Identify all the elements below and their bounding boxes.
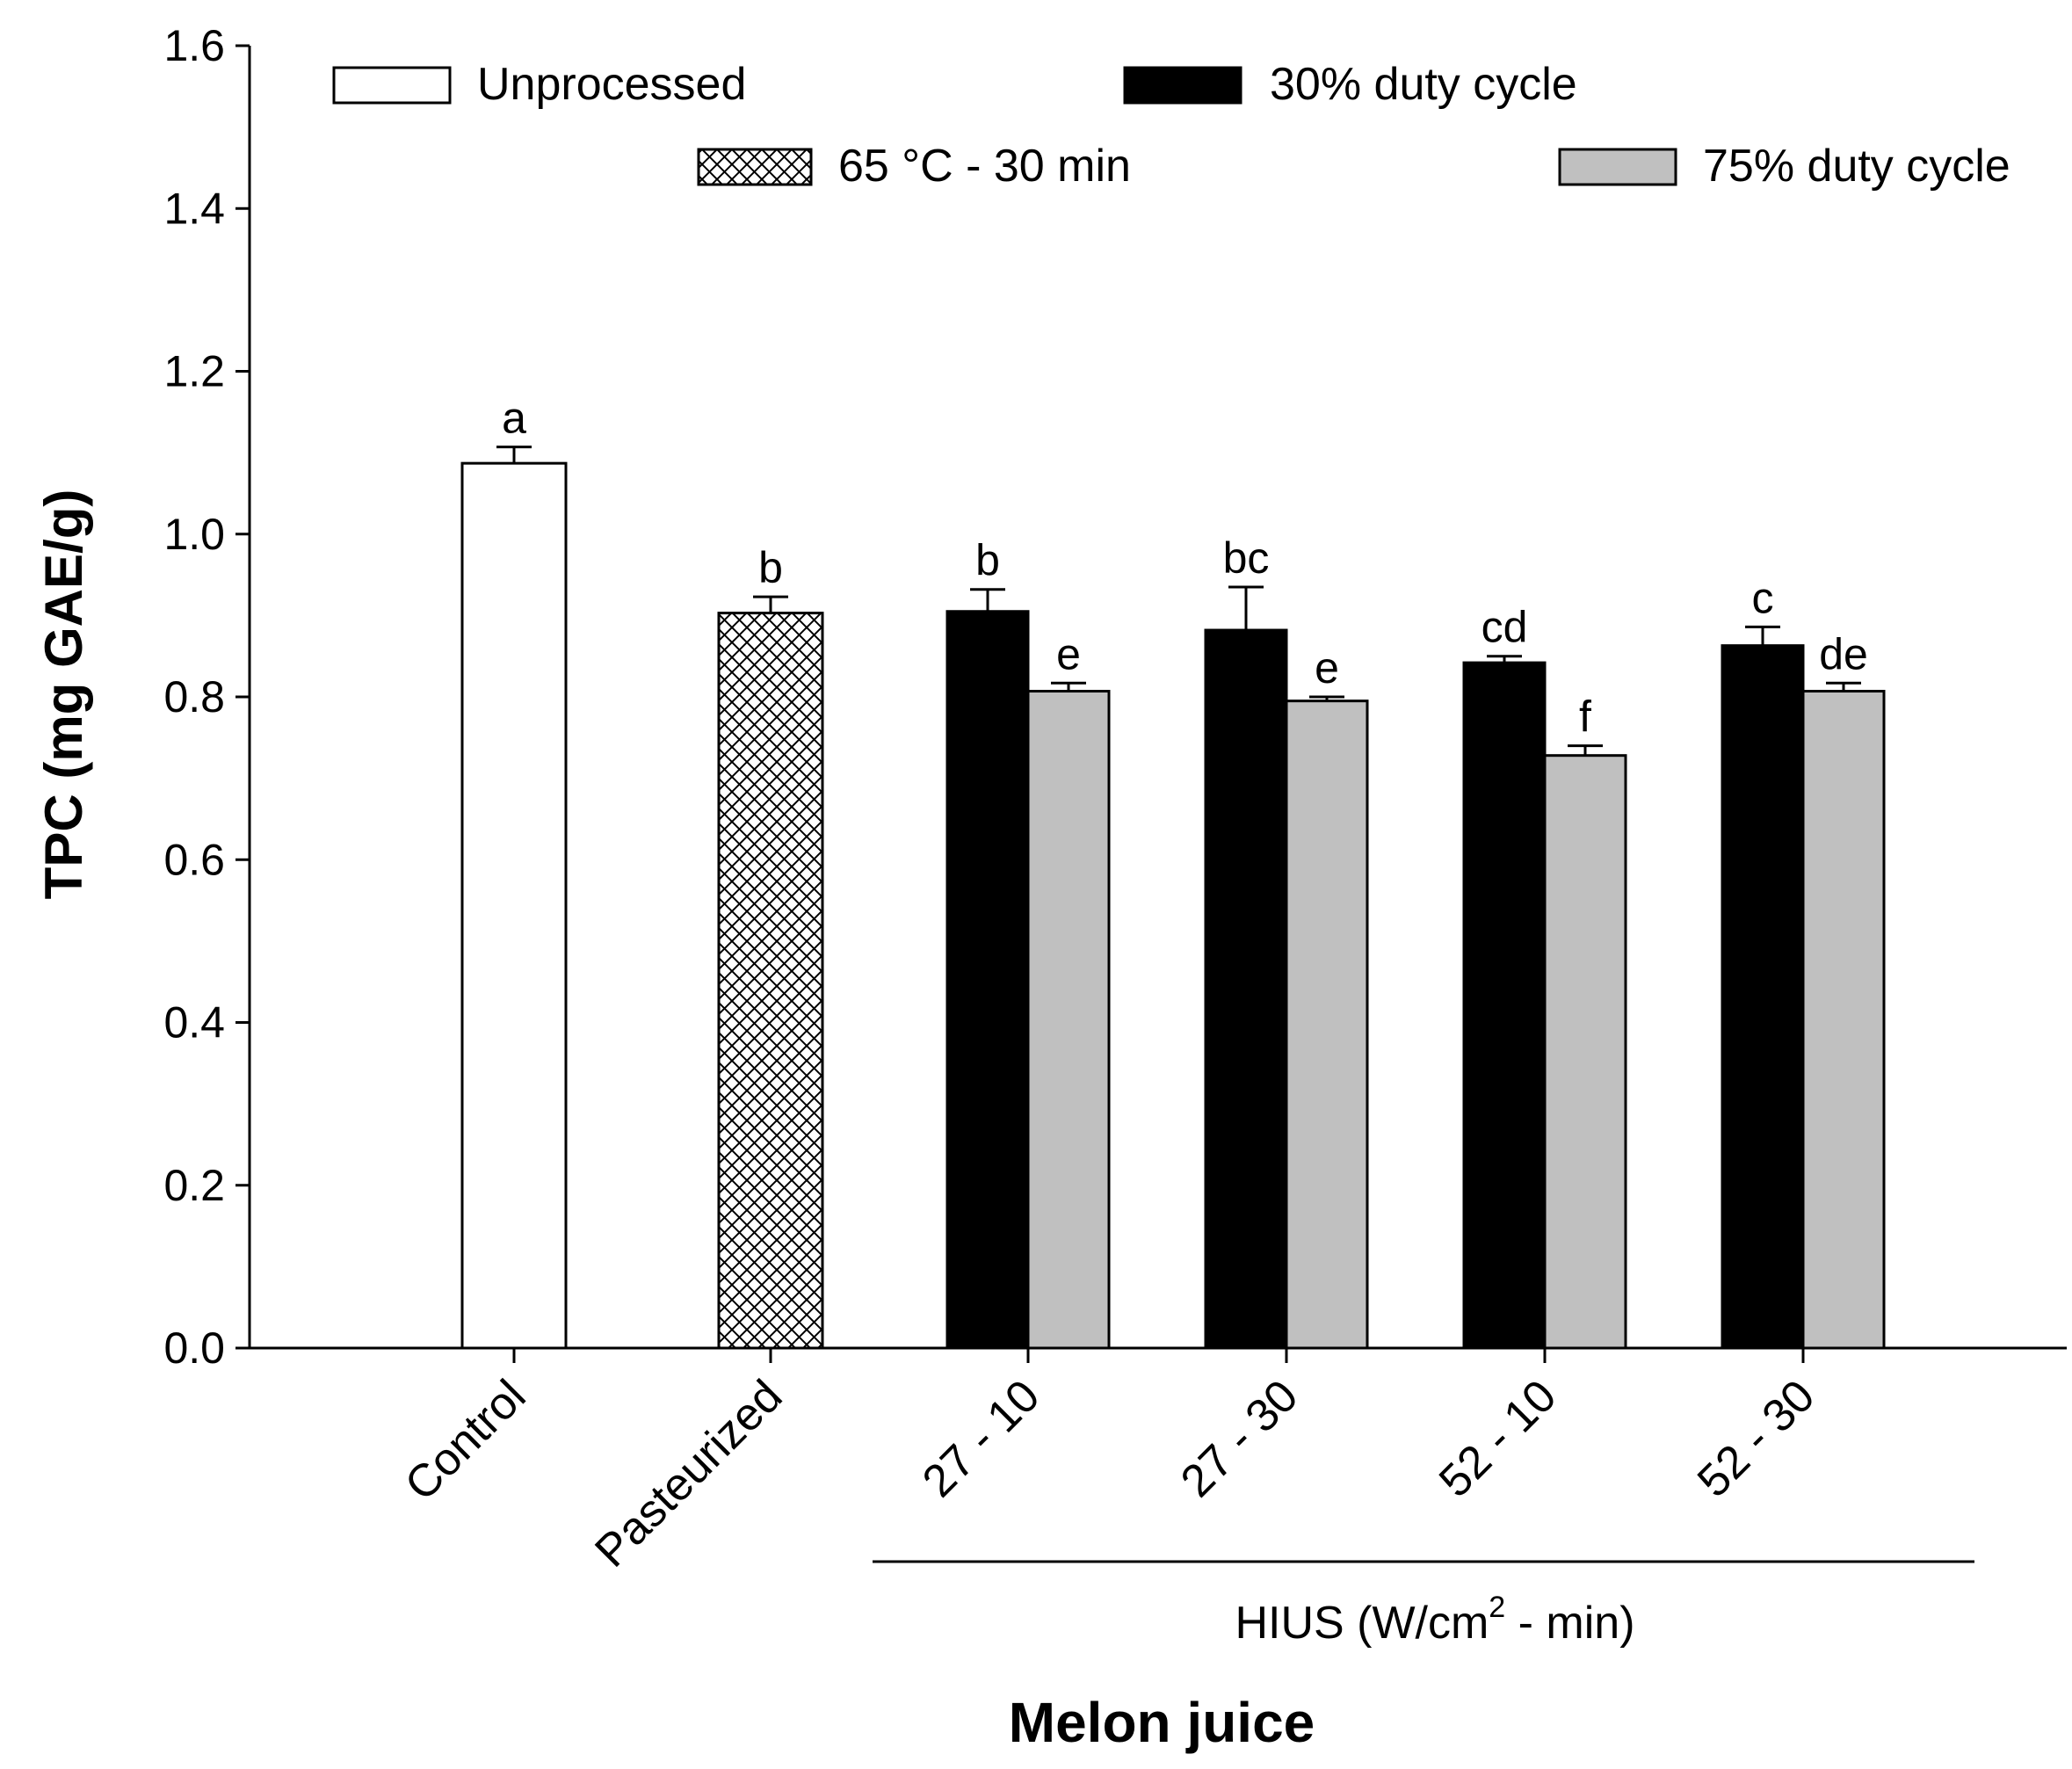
bar-duty30 [1204, 628, 1288, 1350]
bar-duty75 [1285, 700, 1369, 1350]
bar-duty75 [1543, 754, 1627, 1350]
hius-group-label: HIUS (W/cm2 - min) [1235, 1591, 1634, 1649]
legend-swatch-unprocessed [332, 66, 452, 105]
legend-swatch-duty30 [1123, 66, 1242, 105]
category-label: 52 - 10 [1430, 1370, 1566, 1506]
legend-swatch-duty75 [1558, 148, 1677, 186]
x-axis [250, 1346, 2067, 1363]
bar-duty30 [945, 610, 1030, 1350]
category-label: Pasteurized [585, 1370, 792, 1577]
bar-duty75 [1801, 690, 1886, 1350]
category-label: Control [395, 1370, 536, 1511]
y-tick-label: 0.0 [163, 1323, 225, 1373]
bar-unprocessed [460, 461, 568, 1350]
significance-letter-duty30: c [1752, 573, 1774, 622]
y-axis-title: TPC (mg GAE/g) [34, 489, 93, 900]
significance-letter-duty30: bc [1223, 533, 1270, 583]
y-tick-label: 0.2 [163, 1161, 225, 1210]
bar-duty75 [1026, 690, 1111, 1350]
significance-letter-duty30: cd [1482, 603, 1528, 652]
category-labels: Control Pasteurized 27 - 10 27 - 30 52 - 10 5… [395, 1370, 1825, 1577]
y-tick-label: 1.4 [163, 184, 225, 233]
legend-label-unprocessed: Unprocessed [477, 59, 746, 110]
significance-letter-duty75: e [1056, 629, 1081, 678]
legend: Unprocessed 30% duty cycle 65 °C - 30 mi… [332, 59, 2010, 192]
bar-duty30 [1462, 661, 1547, 1350]
y-tick-label: 1.6 [163, 21, 225, 70]
significance-letter-duty75: e [1315, 643, 1339, 692]
y-tick-label: 0.6 [163, 835, 225, 884]
legend-label-pasteurized: 65 °C - 30 min [838, 141, 1131, 192]
significance-letter-pasteurized: b [758, 543, 783, 592]
significance-letter-duty75: f [1579, 692, 1591, 742]
legend-swatch-pasteurized [697, 148, 813, 186]
bar-duty30 [1721, 644, 1805, 1350]
y-tick-label: 1.0 [163, 510, 225, 559]
significance-letter-duty75: de [1819, 629, 1868, 678]
y-tick-label: 0.4 [163, 998, 225, 1048]
category-label: 27 - 30 [1171, 1370, 1308, 1506]
y-tick-label: 1.2 [163, 347, 225, 396]
significance-letter-unprocessed: a [502, 394, 526, 443]
x-axis-title: Melon juice [1009, 1691, 1315, 1754]
category-label: 52 - 30 [1688, 1370, 1824, 1506]
y-tick-label: 0.8 [163, 672, 225, 721]
y-axis: 0.0 0.2 0.4 0.6 0.8 1.0 1.2 1.4 1.6 [163, 21, 251, 1373]
legend-label-duty75: 75% duty cycle [1703, 141, 2010, 192]
legend-label-duty30: 30% duty cycle [1270, 59, 1577, 110]
bar-pasteurized [717, 612, 824, 1350]
bars: a b b bc cd c e e f de [460, 394, 1886, 1350]
category-label: 27 - 10 [913, 1370, 1049, 1506]
significance-letter-duty30: b [975, 536, 1000, 585]
